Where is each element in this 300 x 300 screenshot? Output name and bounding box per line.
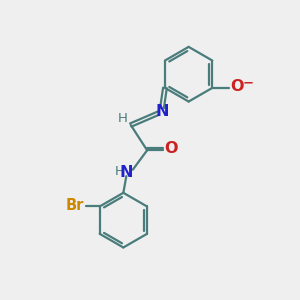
Text: N: N (120, 165, 133, 180)
Text: N: N (155, 104, 169, 119)
Text: H: H (115, 165, 125, 178)
Text: −: − (242, 76, 253, 89)
Text: Br: Br (65, 198, 84, 213)
Text: O: O (165, 141, 178, 156)
Text: H: H (118, 112, 128, 125)
Text: O: O (230, 79, 244, 94)
